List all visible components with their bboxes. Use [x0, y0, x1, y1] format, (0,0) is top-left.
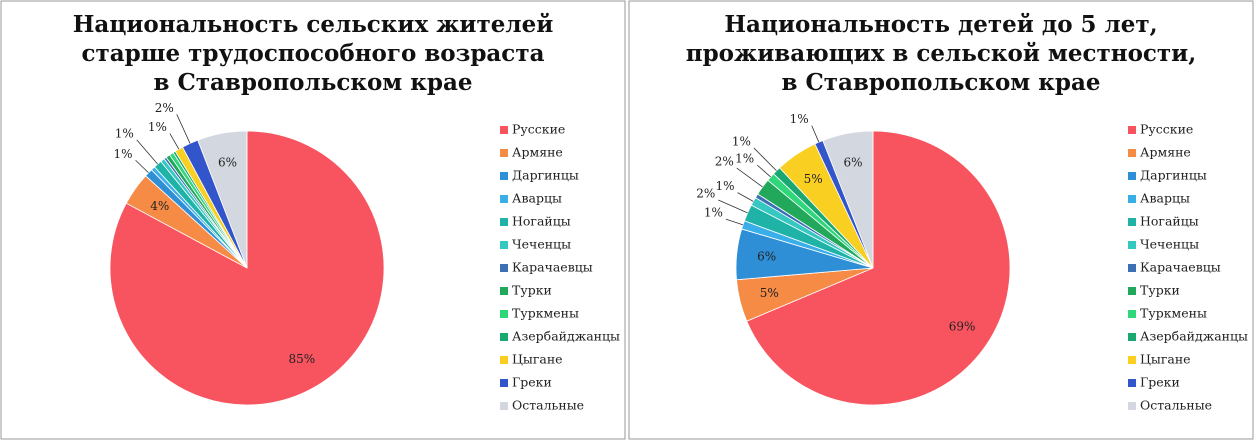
- legend-label: Туркмены: [1140, 306, 1207, 321]
- legend-label: Даргинцы: [1140, 168, 1207, 183]
- legend-label: Турки: [1140, 283, 1180, 298]
- legend-label: Аварцы: [1140, 191, 1190, 206]
- data-label: 5%: [804, 172, 823, 186]
- legend-label: Остальные: [1140, 398, 1212, 413]
- data-label: 1%: [114, 147, 133, 161]
- leader-line: [736, 167, 763, 188]
- legend-label: Чеченцы: [1140, 237, 1199, 252]
- legend-label: Азербайджанцы: [1140, 329, 1248, 344]
- legend-swatch: [500, 172, 508, 180]
- chart-title: в Ставропольском крае: [781, 69, 1100, 96]
- legend-label: Греки: [1140, 375, 1180, 390]
- leader-line: [169, 133, 180, 150]
- leader-line: [753, 147, 777, 172]
- legend-label: Туркмены: [512, 306, 579, 321]
- data-label: 1%: [716, 179, 735, 193]
- legend-label: Остальные: [512, 398, 584, 413]
- data-label: 1%: [704, 206, 723, 220]
- pie-slice: [197, 130, 248, 269]
- data-label: 4%: [150, 199, 169, 213]
- pie-slice: [822, 130, 874, 269]
- data-label: 69%: [949, 320, 976, 334]
- legend-swatch: [1128, 126, 1136, 134]
- legend-label: Цыгане: [512, 352, 563, 367]
- leader-line: [176, 114, 191, 144]
- chart-title: в Ставропольском крае: [153, 69, 472, 96]
- legend-label: Турки: [512, 283, 552, 298]
- data-label: 2%: [715, 155, 734, 169]
- legend-swatch: [1128, 356, 1136, 364]
- legend-label: Русские: [1140, 122, 1193, 137]
- legend-swatch: [1128, 333, 1136, 341]
- legend-label: Азербайджанцы: [512, 329, 620, 344]
- legend-swatch: [500, 126, 508, 134]
- data-label: 6%: [218, 155, 237, 169]
- leader-line: [725, 218, 744, 226]
- legend-swatch: [1128, 195, 1136, 203]
- chart-title: Национальность сельских жителей: [73, 11, 554, 38]
- legend-swatch: [500, 287, 508, 295]
- data-label: 6%: [757, 250, 776, 264]
- legend-swatch: [500, 379, 508, 387]
- legend-label: Армяне: [1140, 145, 1191, 160]
- legend-swatch: [500, 195, 508, 203]
- data-label: 1%: [735, 152, 754, 166]
- legend-label: Русские: [512, 122, 565, 137]
- leader-line: [136, 139, 158, 165]
- legend-swatch: [1128, 241, 1136, 249]
- legend-swatch: [500, 241, 508, 249]
- legend-label: Цыгане: [1140, 352, 1191, 367]
- legend-label: Армяне: [512, 145, 563, 160]
- data-label: 5%: [760, 286, 779, 300]
- legend-swatch: [1128, 172, 1136, 180]
- legend-swatch: [500, 333, 508, 341]
- leader-line: [718, 199, 748, 214]
- legend-label: Даргинцы: [512, 168, 579, 183]
- legend-label: Аварцы: [512, 191, 562, 206]
- legend-swatch: [1128, 218, 1136, 226]
- legend-swatch: [500, 356, 508, 364]
- leader-line: [756, 164, 771, 178]
- legend-swatch: [500, 218, 508, 226]
- legend-swatch: [500, 149, 508, 157]
- pie-slice: [746, 130, 1011, 406]
- legend-swatch: [1128, 379, 1136, 387]
- legend-label: Карачаевцы: [512, 260, 593, 275]
- legend-swatch: [500, 264, 508, 272]
- legend-label: Карачаевцы: [1140, 260, 1221, 275]
- chart-title: Национальность детей до 5 лет,: [724, 11, 1157, 38]
- legend-label: Ногайцы: [1140, 214, 1199, 229]
- data-label: 85%: [289, 352, 316, 366]
- legend-swatch: [1128, 264, 1136, 272]
- legend-label: Ногайцы: [512, 214, 571, 229]
- pie-slice: [109, 130, 385, 406]
- data-label: 2%: [696, 186, 715, 200]
- legend-swatch: [1128, 402, 1136, 410]
- legend-label: Чеченцы: [512, 237, 571, 252]
- legend-swatch: [500, 402, 508, 410]
- panel-frame: [628, 0, 1254, 440]
- leader-line: [811, 125, 820, 143]
- data-label: 1%: [148, 120, 167, 134]
- legend-label: Греки: [512, 375, 552, 390]
- data-label: 1%: [790, 112, 809, 126]
- legend-swatch: [1128, 287, 1136, 295]
- leader-line: [737, 192, 754, 202]
- data-label: 6%: [844, 156, 863, 170]
- data-label: 1%: [115, 126, 134, 140]
- panel-frame: [0, 0, 626, 440]
- chart-title: старше трудоспособного возраста: [82, 40, 545, 67]
- data-label: 2%: [155, 101, 174, 115]
- data-label: 1%: [732, 135, 751, 149]
- chart-title: проживающих в сельской местности,: [686, 40, 1197, 67]
- leader-line: [135, 159, 149, 174]
- legend-swatch: [1128, 149, 1136, 157]
- legend-swatch: [500, 310, 508, 318]
- legend-swatch: [1128, 310, 1136, 318]
